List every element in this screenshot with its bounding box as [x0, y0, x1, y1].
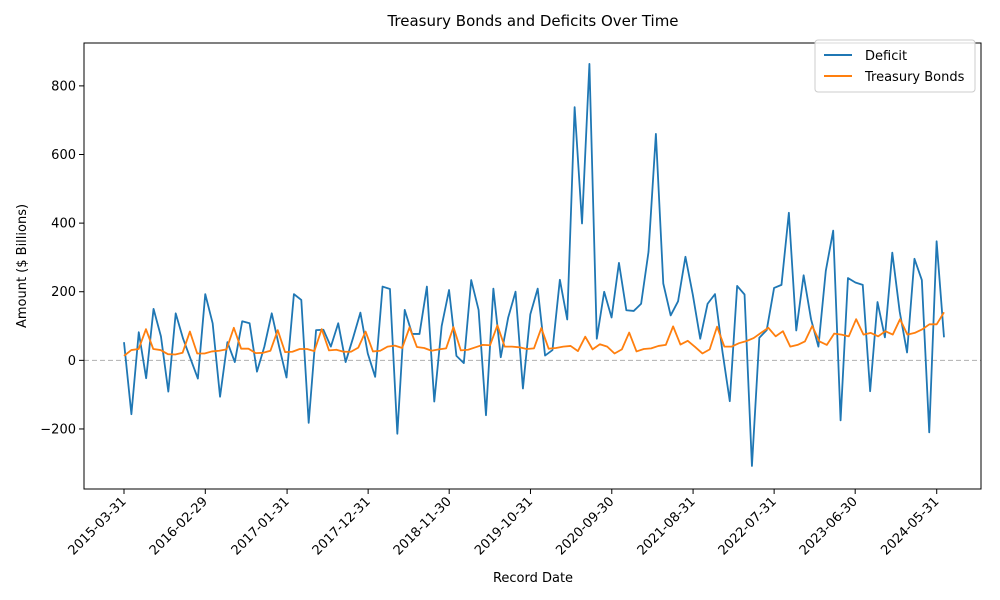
plot-area — [84, 63, 981, 467]
y-axis-title: Amount ($ Billions) — [15, 204, 30, 328]
y-tick-label: 800 — [51, 79, 76, 94]
x-axis-title: Record Date — [493, 571, 573, 586]
legend-box — [814, 39, 976, 93]
chart-title: Treasury Bonds and Deficits Over Time — [386, 12, 678, 30]
legend-label-treasury-bonds: Treasury Bonds — [864, 70, 965, 85]
y-axis: −200 0 200 400 600 800 — [40, 79, 84, 437]
series-line-deficit — [123, 63, 945, 467]
plot-frame — [83, 42, 982, 490]
y-tick-label: 200 — [51, 285, 76, 300]
y-tick-label: 400 — [51, 217, 76, 232]
legend-label-deficit: Deficit — [865, 49, 907, 64]
series-line-treasury-bonds — [123, 311, 945, 357]
y-tick-label: 0 — [68, 354, 76, 369]
legend: Deficit Treasury Bonds — [814, 39, 976, 93]
y-tick-label: 600 — [51, 148, 76, 163]
y-tick-label: −200 — [40, 422, 76, 437]
